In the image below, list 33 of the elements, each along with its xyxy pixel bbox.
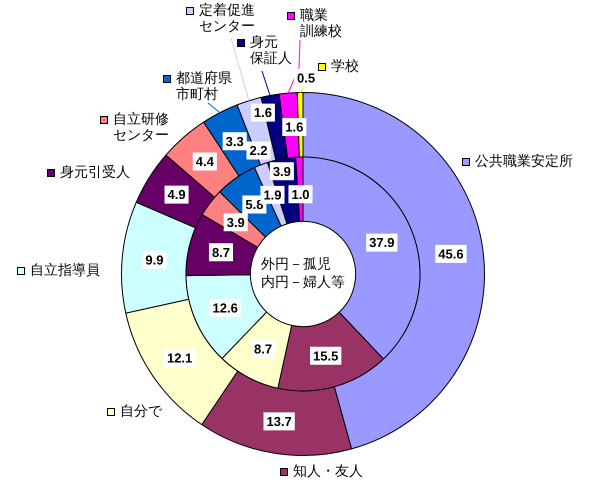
data-label: 1.9 (263, 187, 282, 202)
legend-label: 自立指導員 (30, 262, 100, 279)
data-label: 8.7 (212, 244, 230, 260)
data-label: 0.5 (297, 70, 316, 86)
data-label: 1.6 (254, 105, 272, 120)
legend-label: 定着促進センター (199, 2, 255, 35)
text: 内円－婦人等 (261, 274, 345, 291)
legend-label: 職業訓練校 (300, 8, 342, 40)
legend-label: 自分で (120, 404, 163, 420)
legend-label: 公共職業安定所 (475, 154, 573, 170)
data-label: 45.6 (438, 246, 464, 262)
data-label: 3.9 (226, 214, 245, 230)
data-label: 9.9 (145, 252, 164, 268)
data-label: 8.7 (254, 341, 272, 356)
data-label: 13.7 (266, 414, 292, 429)
data-label: 3.3 (226, 134, 244, 149)
data-label: 12.1 (166, 350, 192, 366)
data-label: 4.9 (168, 187, 186, 202)
data-label: 4.4 (196, 154, 215, 170)
data-label: 15.5 (313, 348, 338, 364)
legend-label: 身元保証人 (250, 34, 292, 67)
data-label: 1.6 (285, 120, 304, 135)
data-label: 1.0 (291, 186, 310, 202)
data-label: 2.2 (249, 143, 268, 158)
data-label: 12.6 (212, 300, 238, 316)
legend-label: 都道府県市町村 (176, 70, 232, 103)
data-label: 3.9 (272, 164, 291, 179)
legend-label: 自立研修センター (113, 112, 169, 144)
data-label: 37.9 (369, 235, 394, 250)
legend-label: 身元引受人 (60, 164, 130, 181)
text: 外円－孤児 (261, 256, 331, 273)
legend-label: 学校 (331, 58, 359, 75)
legend-label: 知人・友人 (293, 464, 363, 480)
